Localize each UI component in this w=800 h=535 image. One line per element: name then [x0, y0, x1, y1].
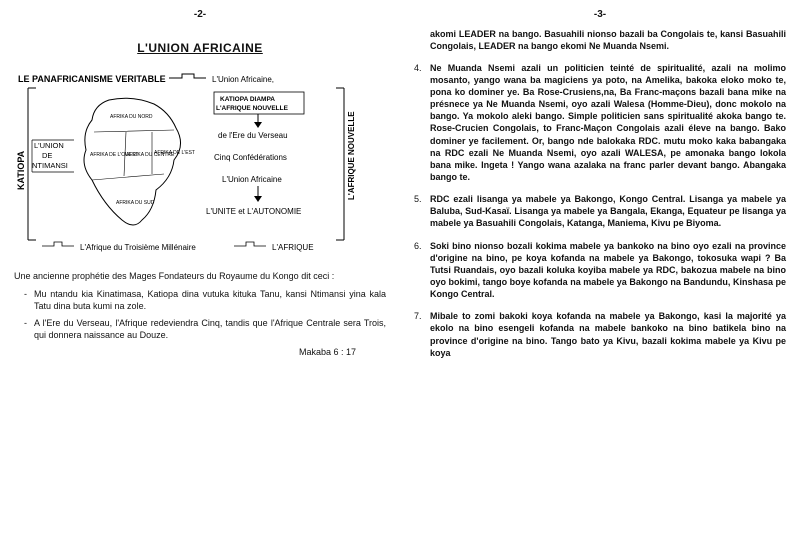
- verse-ref: Makaba 6 : 17: [14, 346, 386, 358]
- page-right: -3- akomi LEADER na bango. Basuahili nio…: [400, 0, 800, 535]
- footer-left: L'Afrique du Troisième Millénaire: [80, 243, 196, 252]
- item-num: 6.: [414, 240, 430, 301]
- bullet-list: -Mu ntandu kia Kinatimasa, Katiopa dina …: [14, 288, 386, 342]
- diagram-right-5: L'Union Africaine: [222, 175, 282, 184]
- numbered-list: akomi LEADER na bango. Basuahili nionso …: [414, 28, 786, 359]
- bullet-item: -Mu ntandu kia Kinatimasa, Katiopa dina …: [24, 288, 386, 312]
- list-item: 5. RDC ezali lisanga ya mabele ya Bakong…: [414, 193, 786, 229]
- page-left: -2- L'UNION AFRICAINE LE PANAFRICANISME …: [0, 0, 400, 535]
- page-number-left: -2-: [14, 8, 386, 22]
- diagram-right-1: KATIOPA DIAMPA: [220, 96, 275, 103]
- left-box-top: L'UNION: [34, 141, 64, 150]
- item-text: Ne Muanda Nsemi azali un politicien tein…: [430, 62, 786, 183]
- bullet-text: Mu ntandu kia Kinatimasa, Katiopa dina v…: [34, 288, 386, 312]
- diagram-right-4: Cinq Confédérations: [214, 153, 287, 162]
- footer-right: L'AFRIQUE: [272, 243, 314, 252]
- left-box-mid: DE: [42, 151, 52, 160]
- bullet-text: A l'Ere du Verseau, l'Afrique redeviendr…: [34, 317, 386, 341]
- left-vert-label: KATIOPA: [16, 150, 26, 190]
- list-item: 6. Soki bino nionso bozali kokima mabele…: [414, 240, 786, 301]
- map-n: AFRIKA DU NORD: [110, 114, 153, 120]
- item-text: RDC ezali lisanga ya mabele ya Bakongo, …: [430, 193, 786, 229]
- bullet-item: -A l'Ere du Verseau, l'Afrique redeviend…: [24, 317, 386, 341]
- page-title: L'UNION AFRICAINE: [14, 40, 386, 56]
- right-vert-label: L'AFRIQUE NOUVELLE: [347, 110, 356, 199]
- list-continuation: akomi LEADER na bango. Basuahili nionso …: [414, 28, 786, 52]
- page-spread: -2- L'UNION AFRICAINE LE PANAFRICANISME …: [0, 0, 800, 535]
- map-e: AFRIKA DE L'EST: [154, 150, 195, 156]
- item-text: Mibale to zomi bakoki koya kofanda na ma…: [430, 310, 786, 359]
- diagram-header: LE PANAFRICANISME VERITABLE: [18, 74, 166, 84]
- diagram-right-0: L'Union Africaine,: [212, 75, 274, 84]
- item-num: 7.: [414, 310, 430, 359]
- left-box-bot: NTIMANSI: [32, 161, 68, 170]
- panafricanism-diagram: LE PANAFRICANISME VERITABLE L'Union Afri…: [14, 70, 384, 260]
- page-number-right: -3-: [414, 8, 786, 22]
- list-item: 4. Ne Muanda Nsemi azali un politicien t…: [414, 62, 786, 183]
- diagram-right-3: de l'Ere du Verseau: [218, 131, 288, 140]
- item-text: Soki bino nionso bozali kokima mabele ya…: [430, 240, 786, 301]
- list-item: 7. Mibale to zomi bakoki koya kofanda na…: [414, 310, 786, 359]
- diagram-right-2: L'AFRIQUE NOUVELLE: [216, 105, 289, 112]
- intro-text: Une ancienne prophétie des Mages Fondate…: [14, 270, 386, 282]
- item-num: 4.: [414, 62, 430, 183]
- cont-text: akomi LEADER na bango. Basuahili nionso …: [430, 28, 786, 52]
- item-num: 5.: [414, 193, 430, 229]
- diagram-right-6: L'UNITE et L'AUTONOMIE: [206, 207, 301, 216]
- map-s: AFRIKA DU SUD: [116, 200, 155, 206]
